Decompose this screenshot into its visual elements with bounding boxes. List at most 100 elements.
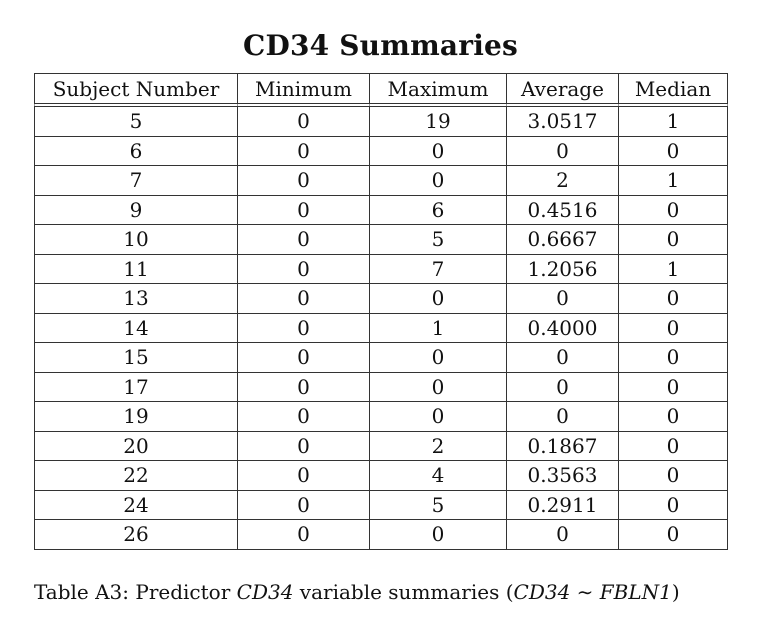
cell-average: 0.4516 <box>506 195 618 225</box>
cell-minimum: 0 <box>237 136 369 166</box>
table-row: 13 0 0 0 0 <box>34 284 728 314</box>
cell-average: 0.2911 <box>506 490 618 520</box>
cell-average: 0 <box>506 343 618 373</box>
cell-maximum: 5 <box>369 490 506 520</box>
table-row: 26 0 0 0 0 <box>34 520 728 550</box>
table-title: CD34 Summaries <box>242 29 519 62</box>
cell-average: 0 <box>506 284 618 314</box>
cell-average: 0.4000 <box>506 313 618 343</box>
cell-average: 3.0517 <box>506 107 618 137</box>
cell-subject-number: 9 <box>34 195 237 225</box>
header-average: Average <box>506 73 618 107</box>
cell-median: 0 <box>618 343 728 373</box>
cell-subject-number: 26 <box>34 520 237 550</box>
cell-median: 0 <box>618 313 728 343</box>
cell-minimum: 0 <box>237 490 369 520</box>
cell-median: 1 <box>618 107 728 137</box>
cell-median: 0 <box>618 136 728 166</box>
table-row: 14 0 1 0.4000 0 <box>34 313 728 343</box>
cell-median: 0 <box>618 372 728 402</box>
cell-minimum: 0 <box>237 284 369 314</box>
table-row: 20 0 2 0.1867 0 <box>34 431 728 461</box>
table-row: 5 0 19 3.0517 1 <box>34 107 728 137</box>
cell-maximum: 2 <box>369 431 506 461</box>
cell-maximum: 0 <box>369 372 506 402</box>
cell-average: 0 <box>506 136 618 166</box>
cell-minimum: 0 <box>237 402 369 432</box>
cell-minimum: 0 <box>237 520 369 550</box>
cell-maximum: 0 <box>369 136 506 166</box>
cell-subject-number: 14 <box>34 313 237 343</box>
cell-subject-number: 15 <box>34 343 237 373</box>
cell-average: 0 <box>506 372 618 402</box>
caption-text-after: variable summaries ( <box>299 580 514 604</box>
cell-subject-number: 20 <box>34 431 237 461</box>
cell-average: 0.1867 <box>506 431 618 461</box>
table-row: 24 0 5 0.2911 0 <box>34 490 728 520</box>
cell-maximum: 0 <box>369 520 506 550</box>
cell-median: 0 <box>618 461 728 491</box>
cell-average: 1.2056 <box>506 254 618 284</box>
cell-minimum: 0 <box>237 372 369 402</box>
cell-median: 1 <box>618 254 728 284</box>
table-row: 11 0 7 1.2056 1 <box>34 254 728 284</box>
cell-maximum: 7 <box>369 254 506 284</box>
header-maximum: Maximum <box>369 73 506 107</box>
caption-variable: CD34 <box>236 580 294 604</box>
table-row: 19 0 0 0 0 <box>34 402 728 432</box>
cell-subject-number: 5 <box>34 107 237 137</box>
cell-median: 1 <box>618 166 728 196</box>
cell-subject-number: 17 <box>34 372 237 402</box>
cell-median: 0 <box>618 402 728 432</box>
cell-median: 0 <box>618 284 728 314</box>
table-row: 17 0 0 0 0 <box>34 372 728 402</box>
header-subject-number: Subject Number <box>34 73 237 107</box>
cell-maximum: 0 <box>369 343 506 373</box>
table-row: 10 0 5 0.6667 0 <box>34 225 728 255</box>
table-row: 15 0 0 0 0 <box>34 343 728 373</box>
table-body: 5 0 19 3.0517 1 6 0 0 0 0 7 0 0 2 1 9 0 6 0.4516 0 10 0 5 0.666… <box>34 107 728 550</box>
cell-average: 0 <box>506 520 618 550</box>
cell-minimum: 0 <box>237 195 369 225</box>
caption-close: ) <box>671 580 680 604</box>
table-row: 9 0 6 0.4516 0 <box>34 195 728 225</box>
cell-maximum: 5 <box>369 225 506 255</box>
cell-median: 0 <box>618 431 728 461</box>
caption-formula: CD34 ∼ FBLN1 <box>513 580 672 604</box>
cell-minimum: 0 <box>237 166 369 196</box>
cell-subject-number: 13 <box>34 284 237 314</box>
cell-subject-number: 24 <box>34 490 237 520</box>
cell-average: 0 <box>506 402 618 432</box>
cell-subject-number: 19 <box>34 402 237 432</box>
cell-minimum: 0 <box>237 225 369 255</box>
caption-label: Table A3: <box>34 580 130 604</box>
cell-median: 0 <box>618 225 728 255</box>
cell-median: 0 <box>618 490 728 520</box>
cell-subject-number: 22 <box>34 461 237 491</box>
header-row: Subject Number Minimum Maximum Average M… <box>34 73 728 107</box>
caption-text-before: Predictor <box>135 580 231 604</box>
cell-maximum: 0 <box>369 166 506 196</box>
table-caption: Table A3: Predictor CD34 variable summar… <box>34 580 680 604</box>
cell-maximum: 19 <box>369 107 506 137</box>
cell-minimum: 0 <box>237 254 369 284</box>
cell-minimum: 0 <box>237 107 369 137</box>
header-minimum: Minimum <box>237 73 369 107</box>
cell-median: 0 <box>618 520 728 550</box>
cell-average: 2 <box>506 166 618 196</box>
cell-subject-number: 10 <box>34 225 237 255</box>
cell-subject-number: 6 <box>34 136 237 166</box>
table-row: 22 0 4 0.3563 0 <box>34 461 728 491</box>
summary-table: Subject Number Minimum Maximum Average M… <box>34 73 728 550</box>
cell-minimum: 0 <box>237 313 369 343</box>
cell-subject-number: 7 <box>34 166 237 196</box>
table-header: Subject Number Minimum Maximum Average M… <box>34 73 728 107</box>
cell-maximum: 0 <box>369 402 506 432</box>
cell-minimum: 0 <box>237 431 369 461</box>
cell-average: 0.3563 <box>506 461 618 491</box>
cell-median: 0 <box>618 195 728 225</box>
cell-subject-number: 11 <box>34 254 237 284</box>
cell-minimum: 0 <box>237 461 369 491</box>
